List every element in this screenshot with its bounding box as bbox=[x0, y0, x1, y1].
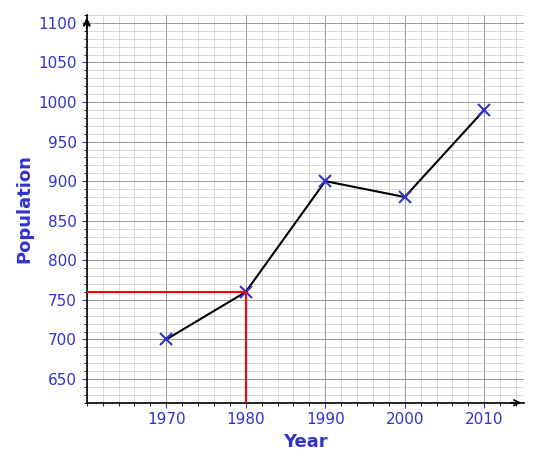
Y-axis label: Population: Population bbox=[15, 154, 33, 263]
X-axis label: Year: Year bbox=[283, 433, 328, 451]
